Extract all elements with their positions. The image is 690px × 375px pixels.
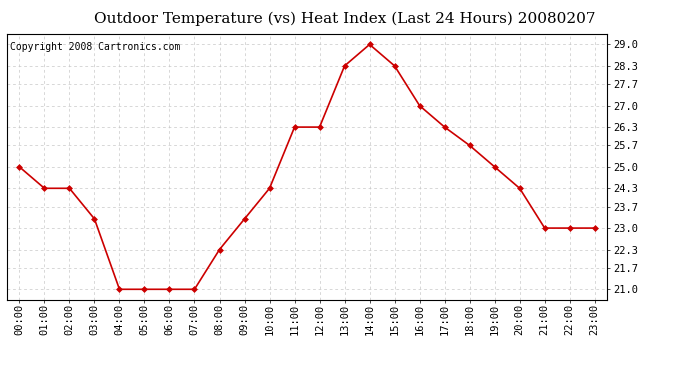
Text: Outdoor Temperature (vs) Heat Index (Last 24 Hours) 20080207: Outdoor Temperature (vs) Heat Index (Las…	[95, 11, 595, 26]
Text: Copyright 2008 Cartronics.com: Copyright 2008 Cartronics.com	[10, 42, 180, 52]
